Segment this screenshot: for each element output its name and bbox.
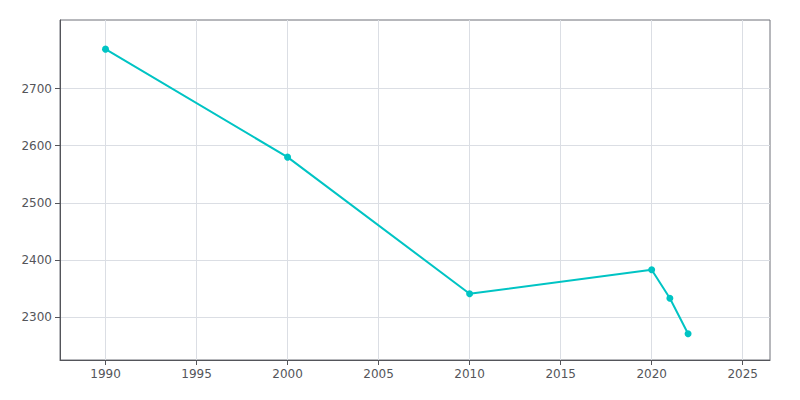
svg-text:2700: 2700 [21, 82, 52, 96]
svg-text:2600: 2600 [21, 139, 52, 153]
svg-text:2005: 2005 [363, 367, 394, 381]
svg-text:2000: 2000 [272, 367, 303, 381]
svg-text:1995: 1995 [181, 367, 212, 381]
svg-text:2025: 2025 [727, 367, 758, 381]
svg-text:2010: 2010 [454, 367, 485, 381]
svg-text:1990: 1990 [90, 367, 121, 381]
svg-text:2500: 2500 [21, 196, 52, 210]
svg-text:2400: 2400 [21, 253, 52, 267]
svg-text:2300: 2300 [21, 310, 52, 324]
svg-text:2015: 2015 [545, 367, 576, 381]
svg-text:2020: 2020 [636, 367, 667, 381]
